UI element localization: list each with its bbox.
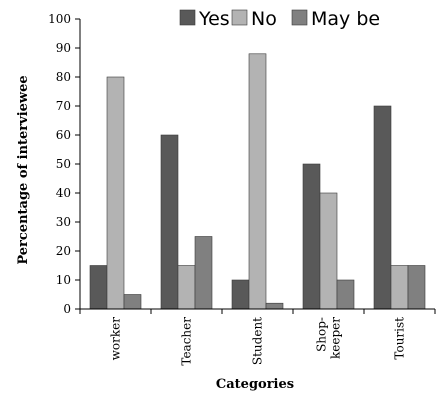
svg-text:Tourist: Tourist (393, 317, 407, 360)
y-tick-label: 80 (56, 70, 71, 84)
bar-may-be (336, 279, 355, 310)
x-axis: worker Teacher Student Shop-keeper Tourist (79, 308, 436, 366)
bar-no (106, 76, 125, 310)
bar-may-be (194, 236, 213, 310)
y-axis: 0 10 20 30 40 50 60 70 80 90 100 (48, 12, 81, 316)
y-axis-title: Percentage of interviewee (16, 75, 31, 264)
y-tick-label: 100 (48, 12, 71, 26)
y-tick-label: 0 (63, 302, 71, 316)
bar-may-be (407, 265, 426, 310)
bar-may-be (265, 302, 284, 310)
svg-text:Teacher: Teacher (180, 317, 194, 366)
svg-text:Shop-keeper: Shop-keeper (315, 317, 343, 359)
x-tick-label: Shop-keeper (315, 317, 343, 359)
bar-yes (302, 163, 321, 310)
svg-text:Student: Student (251, 317, 265, 365)
bar-yes (160, 134, 179, 310)
bar-yes (373, 105, 392, 310)
x-tick-label: Tourist (393, 317, 407, 360)
bar-no (319, 192, 338, 310)
bar-no (390, 265, 409, 310)
legend-label: May be (311, 8, 380, 30)
y-tick-label: 60 (56, 128, 71, 142)
x-tick-label: Teacher (180, 317, 194, 366)
legend-label: Yes (198, 8, 230, 30)
bar-no (248, 53, 267, 310)
x-tick-label: Student (251, 317, 265, 365)
y-tick-label: 50 (56, 157, 71, 171)
y-tick-label: 30 (56, 215, 71, 229)
bars (89, 53, 426, 310)
y-tick-label: 70 (56, 99, 71, 113)
legend: Yes No May be (179, 8, 380, 30)
y-tick-label: 40 (56, 186, 71, 200)
legend-swatch-may-be (291, 9, 308, 26)
y-tick-label: 90 (56, 41, 71, 55)
x-tick-label: worker (109, 317, 123, 361)
bar-yes (89, 265, 108, 310)
svg-text:worker: worker (109, 317, 123, 361)
y-tick-label: 10 (56, 273, 71, 287)
legend-swatch-yes (179, 9, 196, 26)
legend-label: No (251, 8, 277, 30)
x-axis-title: Categories (216, 377, 294, 392)
bar-may-be (123, 294, 142, 310)
bar-yes (231, 279, 250, 310)
legend-swatch-no (231, 9, 248, 26)
y-tick-label: 20 (56, 244, 71, 258)
bar-no (177, 265, 196, 310)
